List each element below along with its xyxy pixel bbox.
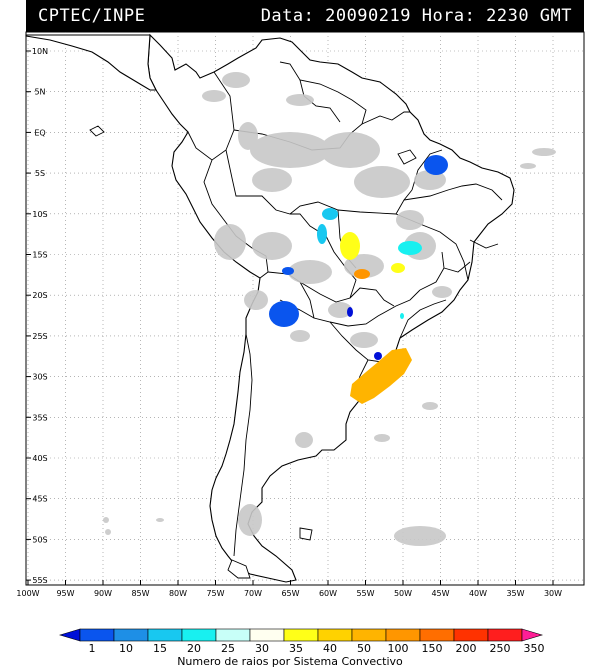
- legend-arrow-right: [521, 628, 544, 642]
- lat-tick-label: 40S: [32, 454, 47, 463]
- legend-swatch: [147, 628, 183, 642]
- legend-tick-label: 50: [357, 642, 371, 655]
- legend-tick-label: 30: [255, 642, 269, 655]
- legend-title: Numero de raios por Sistema Convectivo: [177, 655, 403, 668]
- lon-tick-label: 60W: [319, 589, 337, 598]
- legend-swatch: [249, 628, 285, 642]
- legend-arrow-left: [58, 628, 81, 642]
- legend-tick-label: 250: [490, 642, 511, 655]
- lon-tick-label: 100W: [16, 589, 39, 598]
- legend-swatch: [283, 628, 319, 642]
- legend-tick-label: 1: [89, 642, 96, 655]
- legend-swatch: [215, 628, 251, 642]
- lon-tick-label: 95W: [56, 589, 74, 598]
- lon-tick-label: 30W: [544, 589, 562, 598]
- legend-swatch: [351, 628, 387, 642]
- lat-tick-label: 45S: [32, 495, 47, 504]
- lon-tick-label: 50W: [394, 589, 412, 598]
- lat-tick-label: 55S: [32, 576, 47, 585]
- legend-tick-label: 10: [119, 642, 133, 655]
- legend-swatch: [113, 628, 149, 642]
- legend-swatch: [487, 628, 523, 642]
- convective-system: [398, 241, 422, 255]
- lat-tick-label: 30S: [32, 373, 47, 382]
- lat-tick-label: 50S: [32, 535, 47, 544]
- color-legend: 1 10 15 20 25 30 35 40 50 100 150 200 250 350 Numero d…: [58, 628, 545, 668]
- lat-tick-label: 5S: [35, 169, 45, 178]
- lon-tick-label: 65W: [281, 589, 299, 598]
- lat-tick-label: 10N: [32, 47, 48, 56]
- legend-swatch: [385, 628, 421, 642]
- convective-system: [340, 232, 360, 260]
- convective-systems: [269, 155, 448, 404]
- lon-tick-label: 55W: [356, 589, 374, 598]
- convective-system: [322, 208, 338, 220]
- lat-tick-label: 5N: [34, 88, 45, 97]
- islands: [89, 125, 417, 579]
- legend-swatch: [181, 628, 217, 642]
- convective-system: [374, 352, 382, 360]
- lon-tick-label: 40W: [469, 589, 487, 598]
- lon-tick-label: 45W: [431, 589, 449, 598]
- convective-system: [347, 307, 353, 317]
- lat-tick-label: 25S: [32, 332, 47, 341]
- lat-tick-label: EQ: [34, 128, 45, 137]
- lon-tick-label: 85W: [131, 589, 149, 598]
- lat-tick-label: 10S: [32, 210, 47, 219]
- central-america-outline: [25, 34, 157, 91]
- convective-system: [317, 224, 327, 244]
- legend-tick-label: 100: [388, 642, 409, 655]
- lon-tick-label: 90W: [94, 589, 112, 598]
- lat-tick-label: 35S: [32, 413, 47, 422]
- legend-swatch: [453, 628, 489, 642]
- convective-system: [282, 267, 294, 275]
- map-header: CPTEC/INPE Data: 20090219 Hora: 2230 GMT: [26, 0, 584, 32]
- legend-swatch: [79, 628, 115, 642]
- convective-system: [350, 348, 412, 404]
- convective-system: [354, 269, 370, 279]
- lat-tick-label: 15S: [32, 251, 47, 260]
- convective-system: [269, 301, 299, 327]
- datetime-label: Data: 20090219 Hora: 2230 GMT: [260, 6, 572, 26]
- lon-tick-label: 75W: [206, 589, 224, 598]
- legend-swatch: [419, 628, 455, 642]
- legend-swatch: [317, 628, 353, 642]
- source-label: CPTEC/INPE: [38, 6, 146, 26]
- lat-tick-label: 20S: [32, 291, 47, 300]
- convective-system: [400, 313, 404, 319]
- cloud-cover: [103, 72, 556, 546]
- legend-tick-label: 40: [323, 642, 337, 655]
- legend-tick-label: 150: [422, 642, 443, 655]
- lon-tick-label: 70W: [244, 589, 262, 598]
- convective-system: [391, 263, 405, 273]
- legend-tick-label: 15: [153, 642, 167, 655]
- convective-system: [424, 155, 448, 175]
- legend-tick-label: 200: [456, 642, 477, 655]
- legend-tick-label: 25: [221, 642, 235, 655]
- legend-tick-label: 35: [289, 642, 303, 655]
- legend-tick-label: 350: [524, 642, 545, 655]
- legend-tick-label: 20: [187, 642, 201, 655]
- lon-tick-label: 80W: [169, 589, 187, 598]
- lon-tick-label: 35W: [506, 589, 524, 598]
